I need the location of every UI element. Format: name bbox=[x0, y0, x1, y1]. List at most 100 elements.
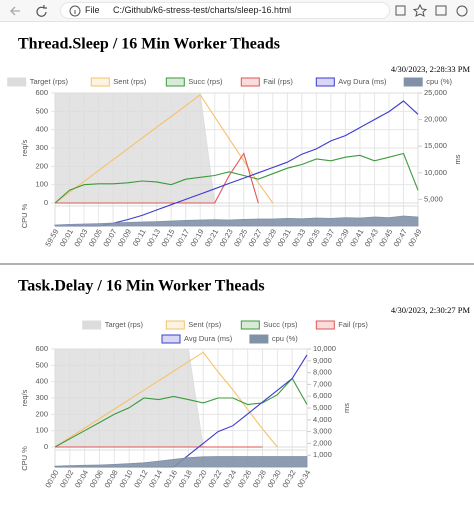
chart-title: Thread.Sleep / 16 Min Worker Theads bbox=[18, 36, 280, 53]
x-tick-label: 00:35 bbox=[305, 227, 322, 248]
x-tick-label: 00:08 bbox=[103, 468, 120, 489]
legend-item[interactable]: Fail (rps) bbox=[315, 320, 368, 330]
legend-label: Fail (rps) bbox=[338, 320, 368, 329]
x-tick-label: 00:43 bbox=[363, 227, 380, 248]
legend-item[interactable]: cpu (%) bbox=[403, 77, 453, 87]
charts: Thread.Sleep / 16 Min Worker Theads 4/30/… bbox=[0, 36, 474, 490]
x-tick-label: 00:27 bbox=[247, 227, 264, 248]
y2-axis-label: ms bbox=[342, 403, 351, 413]
y3-axis-label: CPU % bbox=[20, 446, 29, 471]
series-area bbox=[54, 215, 419, 227]
legend-item[interactable]: Succ (rps) bbox=[240, 320, 298, 330]
y-tick-label: 400 bbox=[35, 377, 48, 386]
x-tick-label: 00:34 bbox=[295, 468, 312, 489]
y-tick-label: 200 bbox=[35, 161, 48, 170]
x-tick-label: 00:02 bbox=[58, 468, 75, 489]
y-axis-label: req/s bbox=[20, 139, 29, 156]
y-tick-label: 100 bbox=[35, 426, 48, 435]
legend-label: Fail (rps) bbox=[263, 77, 293, 86]
y2-tick-label: 4,000 bbox=[313, 415, 332, 424]
legend-item[interactable]: cpu (%) bbox=[249, 334, 298, 344]
legend-item[interactable]: Fail (rps) bbox=[240, 77, 293, 87]
y-tick-label: 200 bbox=[35, 409, 48, 418]
legend-swatch bbox=[7, 77, 27, 87]
legend-label: Sent (rps) bbox=[188, 320, 221, 329]
y2-tick-label: 8,000 bbox=[313, 368, 332, 377]
x-tick-label: 00:22 bbox=[206, 468, 223, 489]
browser-toolbar: File C:/Github/k6-stress-test/charts/sle… bbox=[0, 0, 474, 22]
info-icon bbox=[69, 5, 81, 17]
y2-tick-label: 25,000 bbox=[424, 88, 447, 97]
x-tick-label: 00:21 bbox=[203, 227, 220, 248]
chart: Task.Delay / 16 Min Worker Theads 4/30/20… bbox=[18, 278, 470, 490]
profile[interactable] bbox=[456, 5, 468, 17]
y2-tick-label: 20,000 bbox=[424, 115, 447, 124]
nav-icons bbox=[10, 5, 47, 17]
reload-button[interactable] bbox=[36, 5, 47, 17]
legend-label: cpu (%) bbox=[272, 334, 298, 343]
x-tick-label: 00:25 bbox=[232, 227, 249, 248]
y2-axis-label: ms bbox=[453, 154, 462, 164]
x-tick-label: 00:31 bbox=[276, 227, 293, 248]
y2-tick-label: 5,000 bbox=[313, 403, 332, 412]
legend-label: Succ (rps) bbox=[188, 77, 223, 86]
y2-tick-label: 9,000 bbox=[313, 356, 332, 365]
y-tick-label: 100 bbox=[35, 180, 48, 189]
x-tick-label: 00:10 bbox=[117, 468, 134, 489]
x-tick-label: 00:47 bbox=[392, 227, 409, 248]
legend-item[interactable]: Avg Dura (ms) bbox=[315, 77, 387, 87]
x-tick-label: 00:26 bbox=[236, 468, 253, 489]
x-tick-label: 00:23 bbox=[218, 227, 235, 248]
x-tick-label: 00:09 bbox=[116, 227, 133, 248]
legend-item[interactable]: Sent (rps) bbox=[165, 320, 222, 330]
legend-swatch bbox=[315, 320, 335, 330]
x-tick-label: 00:00 bbox=[43, 468, 60, 489]
legend-swatch bbox=[315, 77, 335, 87]
legend-item[interactable]: Target (rps) bbox=[82, 320, 144, 330]
y2-tick-label: 15,000 bbox=[424, 141, 447, 150]
x-tick-label: 00:29 bbox=[261, 227, 278, 248]
y-tick-label: 600 bbox=[35, 88, 48, 97]
x-tick-label: 00:24 bbox=[221, 468, 238, 489]
y-tick-label: 600 bbox=[35, 344, 48, 353]
x-tick-label: 00:12 bbox=[132, 468, 149, 489]
x-tick-label: 00:30 bbox=[266, 468, 283, 489]
legend-label: cpu (%) bbox=[426, 77, 452, 86]
x-tick-label: 00:14 bbox=[147, 468, 164, 489]
legend-item[interactable]: Succ (rps) bbox=[165, 77, 223, 87]
read-aloud[interactable] bbox=[395, 5, 406, 16]
x-tick-label: 59:59 bbox=[43, 227, 60, 248]
series-area bbox=[54, 456, 308, 468]
legend-item[interactable]: Target (rps) bbox=[7, 77, 69, 87]
x-tick-label: 00:01 bbox=[58, 227, 75, 248]
x-tick-label: 00:17 bbox=[174, 227, 191, 248]
series-area bbox=[54, 92, 418, 204]
y-tick-label: 300 bbox=[35, 143, 48, 152]
url: C:/Github/k6-stress-test/charts/sleep-16… bbox=[113, 5, 292, 15]
x-tick-label: 00:41 bbox=[348, 227, 365, 248]
legend-swatch bbox=[240, 77, 260, 87]
favorite[interactable] bbox=[412, 3, 428, 17]
y3-axis-label: CPU % bbox=[20, 203, 29, 228]
x-tick-label: 00:16 bbox=[162, 468, 179, 489]
x-tick-label: 00:20 bbox=[192, 468, 209, 489]
back-button[interactable] bbox=[10, 6, 20, 16]
y-tick-label: 300 bbox=[35, 393, 48, 402]
legend-label: Sent (rps) bbox=[113, 77, 146, 86]
address-bar[interactable]: File C:/Github/k6-stress-test/charts/sle… bbox=[60, 2, 390, 19]
legend-swatch bbox=[165, 77, 185, 87]
scheme: File bbox=[85, 5, 100, 15]
x-tick-label: 00:19 bbox=[188, 227, 205, 248]
x-tick-label: 00:28 bbox=[251, 468, 268, 489]
collections[interactable] bbox=[435, 5, 447, 16]
y-tick-label: 0 bbox=[44, 198, 48, 207]
x-tick-label: 00:03 bbox=[72, 227, 89, 248]
x-tick-label: 00:18 bbox=[177, 468, 194, 489]
legend-item[interactable]: Sent (rps) bbox=[90, 77, 147, 87]
y-tick-label: 400 bbox=[35, 125, 48, 134]
legend-item[interactable]: Avg Dura (ms) bbox=[161, 334, 233, 344]
series-line bbox=[54, 377, 308, 448]
y-tick-label: 0 bbox=[44, 442, 48, 451]
y2-tick-label: 10,000 bbox=[424, 168, 447, 177]
legend-swatch bbox=[240, 320, 260, 330]
